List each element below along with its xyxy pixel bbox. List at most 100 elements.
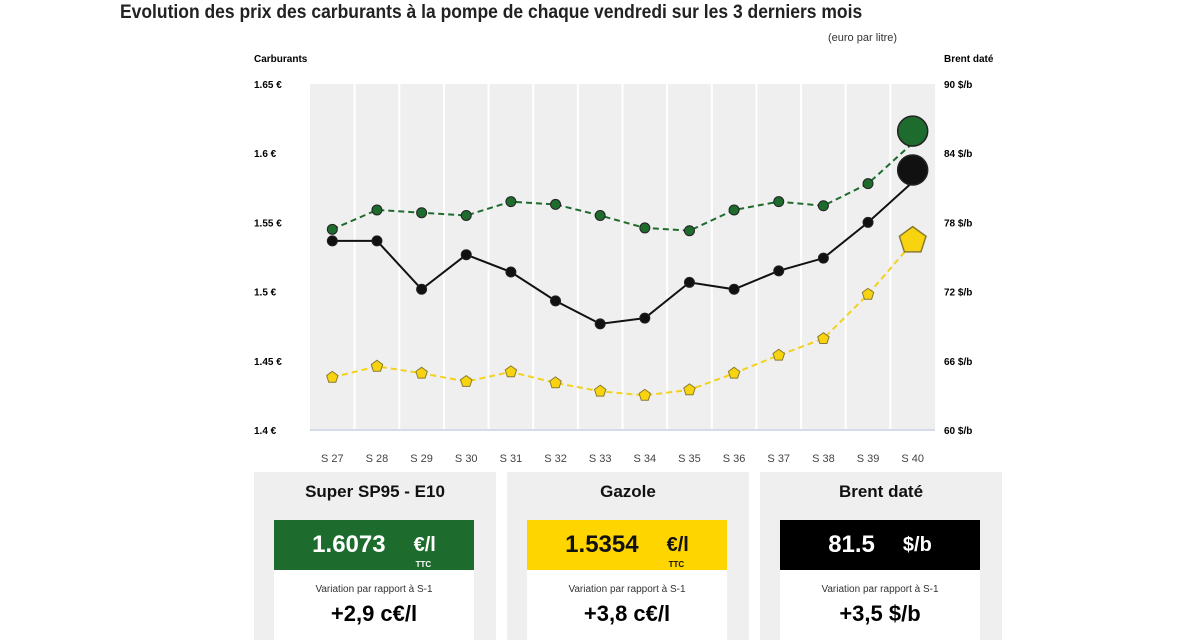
y-tick-right: 78 $/b bbox=[944, 218, 972, 229]
x-tick-label: S 37 bbox=[767, 453, 790, 465]
data-point bbox=[728, 283, 740, 295]
x-tick-label: S 38 bbox=[812, 453, 835, 465]
variation-box: Variation par rapport à S-1 +3,8 c€/l bbox=[527, 570, 727, 640]
data-point bbox=[550, 295, 562, 307]
data-point bbox=[817, 200, 829, 212]
variation-value: +2,9 c€/l bbox=[330, 601, 418, 626]
price-box: 1.5354 €/l TTC bbox=[527, 520, 727, 570]
data-point bbox=[326, 223, 338, 235]
card-title: Gazole bbox=[600, 482, 656, 501]
series-line-super-sp95-e10 bbox=[331, 142, 914, 232]
variation-label: Variation par rapport à S-1 bbox=[568, 584, 686, 595]
data-point bbox=[505, 196, 517, 208]
data-point bbox=[862, 216, 874, 228]
x-tick-label: S 29 bbox=[410, 453, 433, 465]
x-tick-label: S 27 bbox=[321, 453, 344, 465]
price-unit: €/l bbox=[666, 533, 689, 556]
data-point bbox=[371, 235, 383, 247]
price-card: Super SP95 - E10 1.6073 €/l TTC Variation… bbox=[254, 472, 496, 640]
card-title: Brent daté bbox=[838, 482, 924, 501]
data-point bbox=[639, 222, 651, 234]
data-point bbox=[683, 225, 695, 237]
data-point bbox=[504, 365, 518, 378]
line-chart: Carburants Brent daté 1.65 € 90 $/b 1.6 € 84 … bbox=[254, 54, 994, 465]
variation-box: Variation par rapport à S-1 +3,5 $/b bbox=[780, 570, 980, 640]
price-card: Gazole 1.5354 €/l TTC Variation par rappo… bbox=[507, 472, 749, 640]
data-point bbox=[817, 332, 830, 344]
ttc-label: TTC bbox=[415, 559, 432, 569]
y-tick-right: 84 $/b bbox=[944, 149, 972, 160]
unit-note: (euro par litre) bbox=[828, 32, 898, 44]
data-point bbox=[326, 370, 339, 383]
series-line-brent-dat- bbox=[332, 181, 914, 325]
x-tick-label: S 30 bbox=[455, 453, 478, 465]
data-point bbox=[896, 154, 929, 186]
price-value: 1.6073 bbox=[312, 531, 386, 558]
x-tick-label: S 34 bbox=[634, 453, 657, 465]
data-point bbox=[817, 252, 829, 264]
data-point bbox=[549, 376, 562, 389]
data-point bbox=[862, 178, 874, 190]
data-point bbox=[371, 204, 383, 216]
data-point bbox=[773, 196, 785, 208]
chart-title: Evolution des prix des carburants à la p… bbox=[120, 2, 863, 23]
data-point bbox=[460, 249, 472, 261]
variation-label: Variation par rapport à S-1 bbox=[315, 584, 433, 595]
data-point bbox=[773, 265, 785, 277]
x-tick-label: S 35 bbox=[678, 453, 701, 465]
data-point bbox=[593, 384, 607, 397]
data-point bbox=[416, 207, 428, 219]
variation-value: +3,8 c€/l bbox=[583, 601, 671, 626]
data-point bbox=[326, 235, 338, 247]
left-axis-title: Carburants bbox=[254, 54, 308, 65]
data-point bbox=[683, 276, 695, 288]
y-tick-right: 60 $/b bbox=[944, 426, 972, 437]
variation-box: Variation par rapport à S-1 +2,9 c€/l bbox=[274, 570, 474, 640]
y-tick-right: 90 $/b bbox=[944, 80, 972, 91]
data-point bbox=[594, 209, 606, 221]
y-tick-left: 1.65 € bbox=[254, 80, 282, 91]
data-point bbox=[728, 204, 740, 216]
data-point bbox=[683, 383, 696, 396]
x-tick-label: S 28 bbox=[366, 453, 389, 465]
y-tick-left: 1.45 € bbox=[254, 357, 282, 368]
data-point bbox=[638, 388, 652, 401]
x-tick-label: S 40 bbox=[901, 453, 924, 465]
right-axis-title: Brent daté bbox=[944, 54, 994, 65]
y-tick-right: 72 $/b bbox=[944, 288, 972, 299]
data-point bbox=[505, 266, 517, 278]
y-tick-left: 1.6 € bbox=[254, 149, 277, 160]
y-tick-left: 1.4 € bbox=[254, 426, 277, 437]
data-point bbox=[639, 312, 651, 324]
price-box: 1.6073 €/l TTC bbox=[274, 520, 474, 570]
price-box: 81.5 $/b bbox=[780, 520, 980, 570]
data-point bbox=[594, 318, 606, 330]
data-point bbox=[459, 374, 473, 387]
data-point bbox=[370, 359, 384, 372]
y-tick-left: 1.55 € bbox=[254, 218, 282, 229]
x-tick-label: S 32 bbox=[544, 453, 567, 465]
x-tick-label: S 31 bbox=[500, 453, 523, 465]
y-tick-right: 66 $/b bbox=[944, 357, 972, 368]
x-tick-label: S 33 bbox=[589, 453, 612, 465]
data-point bbox=[898, 225, 927, 253]
data-point bbox=[550, 198, 562, 210]
variation-value: +3,5 $/b bbox=[839, 601, 921, 626]
x-tick-label: S 36 bbox=[723, 453, 746, 465]
variation-label: Variation par rapport à S-1 bbox=[821, 584, 939, 595]
price-unit: $/b bbox=[902, 533, 932, 556]
price-unit: €/l bbox=[413, 533, 436, 556]
data-point bbox=[772, 348, 786, 361]
data-point bbox=[896, 115, 929, 147]
price-value: 81.5 bbox=[828, 531, 875, 558]
ttc-label: TTC bbox=[668, 559, 685, 569]
data-point bbox=[861, 287, 875, 300]
x-tick-label: S 39 bbox=[857, 453, 880, 465]
data-point bbox=[416, 283, 428, 295]
data-point bbox=[460, 209, 472, 221]
card-title: Super SP95 - E10 bbox=[305, 482, 445, 501]
y-tick-left: 1.5 € bbox=[254, 288, 277, 299]
price-value: 1.5354 bbox=[565, 531, 639, 558]
data-point bbox=[727, 366, 741, 379]
data-point bbox=[415, 366, 428, 379]
